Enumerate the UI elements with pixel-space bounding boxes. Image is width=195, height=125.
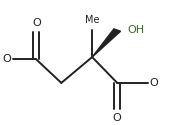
Polygon shape [92,29,121,57]
Text: Me: Me [85,15,99,25]
Text: OH: OH [128,25,145,35]
Text: O: O [3,54,12,64]
Text: O: O [150,78,158,88]
Text: O: O [32,18,41,28]
Text: O: O [113,114,122,124]
